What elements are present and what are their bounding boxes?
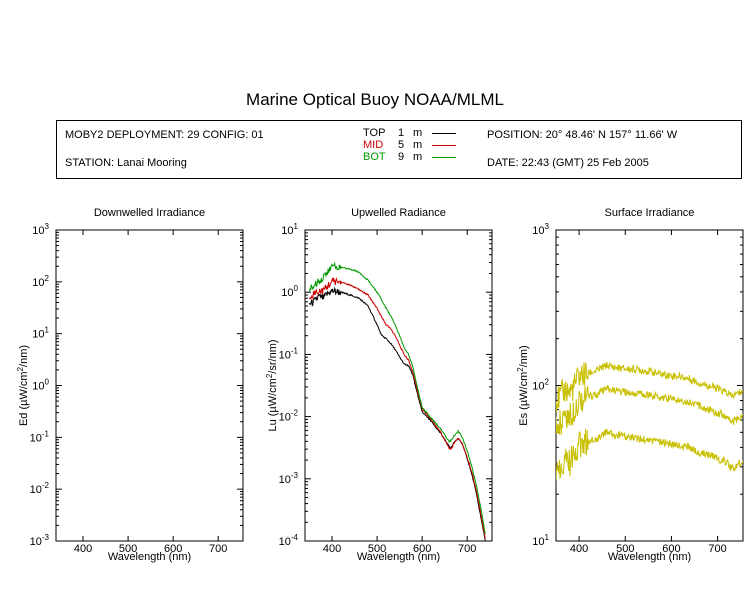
y-tick-label: 10-2 <box>279 409 299 424</box>
chart-title: Downwelled Irradiance <box>94 207 205 219</box>
page-title: Marine Optical Buoy NOAA/MLML <box>246 90 504 109</box>
depth-bot-unit: m <box>413 151 423 163</box>
plot-frame <box>55 229 244 542</box>
y-tick-label: 10-3 <box>30 533 50 548</box>
plot-frame <box>304 229 493 542</box>
y-axis-label: Ed (µW/cm2/nm) <box>16 345 30 426</box>
x-tick-label: 500 <box>616 543 634 555</box>
deployment-info-box: MOBY2 DEPLOYMENT: 29 CONFIG: 01 STATION:… <box>56 120 742 179</box>
x-tick-label: 400 <box>74 543 92 555</box>
x-tick-label: 500 <box>368 543 386 555</box>
y-tick-label: 100 <box>281 284 298 299</box>
x-tick-label: 700 <box>209 543 227 555</box>
date-label: DATE: 22:43 (GMT) 25 Feb 2005 <box>487 157 649 169</box>
x-tick-label: 400 <box>323 543 341 555</box>
y-tick-label: 10-2 <box>30 481 50 496</box>
series-line-1 <box>309 276 486 539</box>
x-tick-label: 600 <box>164 543 182 555</box>
depth-top-unit: m <box>413 127 423 139</box>
chart-panel-1: Upwelled Radiance Wavelength (nm) Lu (µW/c… <box>265 207 493 563</box>
x-tick-label: 400 <box>570 543 588 555</box>
series-line-2 <box>556 428 743 480</box>
y-tick-label: 10-1 <box>279 346 299 361</box>
y-tick-label: 101 <box>532 533 549 548</box>
deployment-label: MOBY2 DEPLOYMENT: 29 CONFIG: 01 <box>65 129 264 141</box>
series-line-0 <box>556 361 743 413</box>
x-tick-label: 700 <box>458 543 476 555</box>
chart-title: Surface Irradiance <box>605 207 695 219</box>
depth-top-swatch <box>432 133 456 134</box>
depth-mid-value: 5 <box>398 139 405 151</box>
x-tick-label: 600 <box>413 543 431 555</box>
y-tick-label: 102 <box>32 274 49 289</box>
position-label: POSITION: 20° 48.46' N 157° 11.66' W <box>487 129 678 141</box>
y-tick-label: 103 <box>532 222 549 237</box>
y-tick-label: 103 <box>32 222 49 237</box>
y-tick-label: 10-4 <box>279 533 299 548</box>
y-tick-label: 101 <box>281 222 298 237</box>
y-tick-label: 100 <box>32 378 49 393</box>
series-line-1 <box>556 385 743 436</box>
x-axis-label: Wavelength (nm) <box>608 551 691 563</box>
depth-mid-swatch <box>432 145 456 146</box>
y-axis-label: Es (µW/cm2/nm) <box>516 345 530 425</box>
depth-top-label: TOP <box>363 127 386 139</box>
depth-mid-label: MID <box>363 139 384 151</box>
depth-bot-swatch <box>432 157 456 158</box>
depth-bot-label: BOT <box>363 151 386 163</box>
series-line-2 <box>309 261 486 534</box>
x-tick-label: 500 <box>119 543 137 555</box>
chart-panel-2: Surface Irradiance Wavelength (nm) Es (µW/… <box>516 207 744 563</box>
x-tick-label: 700 <box>708 543 726 555</box>
x-axis-label: Wavelength (nm) <box>108 551 191 563</box>
y-axis-label: Lu (µW/cm2/sr/nm) <box>265 339 279 431</box>
chart-title: Upwelled Radiance <box>351 207 446 219</box>
depth-bot-value: 9 <box>398 151 405 163</box>
depth-top-value: 1 <box>398 127 405 139</box>
station-label: STATION: Lanai Mooring <box>65 157 187 169</box>
y-tick-label: 102 <box>532 378 549 393</box>
y-tick-label: 10-1 <box>30 429 50 444</box>
x-tick-label: 600 <box>662 543 680 555</box>
x-axis-label: Wavelength (nm) <box>357 551 440 563</box>
chart-panel-0: Downwelled Irradiance Wavelength (nm) Ed (… <box>16 207 244 563</box>
series-line-0 <box>309 286 486 541</box>
depth-mid-unit: m <box>413 139 423 151</box>
y-tick-label: 101 <box>32 326 49 341</box>
y-tick-label: 10-3 <box>279 471 299 486</box>
